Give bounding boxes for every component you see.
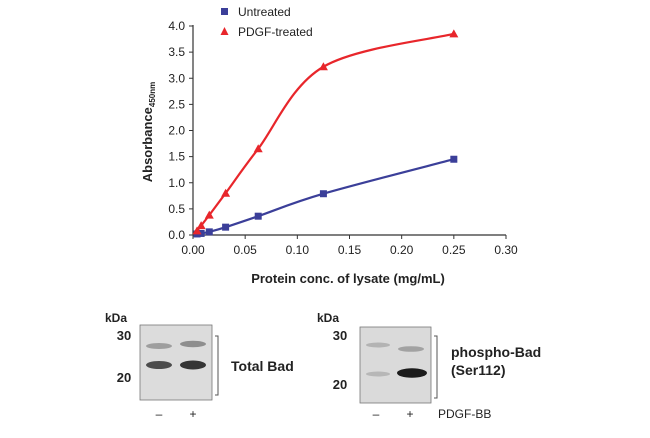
y-tick-label: 2.0 — [168, 124, 185, 138]
legend-entry-untreated: Untreated — [238, 5, 291, 19]
blot-label-total-bad: Total Bad — [231, 358, 294, 374]
series-markers — [192, 29, 459, 238]
y-tick-label: 4.0 — [168, 19, 185, 33]
y-tick-label: 1.5 — [168, 150, 185, 164]
y-tick-label: 0.5 — [168, 202, 185, 216]
band-lower-lane1-left — [146, 361, 172, 369]
x-tick-label: 0.05 — [233, 243, 257, 257]
data-point-square — [222, 223, 230, 231]
blot-panel-phospho-bad: kDa 30 20 phospho-Bad (Ser112) – + PDGF-… — [317, 311, 541, 421]
bracket-left — [215, 335, 219, 396]
blot-panel-total-bad: kDa 30 20 Total Bad – + — [105, 311, 294, 421]
band-upper-lane2-right — [398, 346, 424, 352]
band-upper-lane1-left — [146, 343, 172, 349]
y-axis-title-subscript: 450nm — [148, 82, 157, 107]
x-tick-label: 0.25 — [442, 243, 466, 257]
legend-entry-pdgf-treated: PDGF-treated — [238, 25, 313, 39]
data-point-square — [450, 155, 458, 163]
data-point-triangle — [221, 188, 231, 197]
kda-label-left: kDa — [105, 311, 127, 325]
blot-membrane-right — [359, 326, 432, 404]
band-lower-lane2-left — [180, 360, 206, 370]
x-tick-label: 0.30 — [494, 243, 518, 257]
data-point-square — [319, 190, 327, 198]
data-point-triangle — [449, 29, 459, 38]
y-tick-label: 1.0 — [168, 176, 185, 190]
series-curves — [196, 32, 455, 236]
band-upper-lane1-right — [366, 342, 390, 348]
data-point-square — [197, 229, 205, 237]
data-point-triangle — [318, 62, 328, 71]
lane-minus-right: – — [373, 407, 380, 421]
lane-plus-left: + — [189, 407, 196, 421]
blot-label-phospho-bad: phospho-Bad — [451, 344, 541, 360]
y-axis-title-main: Absorbance — [140, 107, 155, 182]
data-point-triangle — [196, 221, 206, 230]
series-line-2 — [196, 32, 455, 232]
data-point-square — [205, 228, 213, 236]
band-lower-lane2-right — [397, 368, 427, 378]
lane-minus-left: – — [156, 407, 163, 421]
data-point-triangle — [192, 226, 202, 235]
blot-label-ser112: (Ser112) — [451, 362, 505, 378]
marker-20-right: 20 — [333, 377, 347, 392]
legend-triangle-icon — [220, 27, 229, 35]
data-point-triangle — [253, 144, 263, 153]
data-point-triangle — [204, 210, 214, 219]
y-axis-title: Absorbance450nm — [140, 82, 157, 183]
x-tick-label: 0.00 — [181, 243, 205, 257]
legend-square-icon — [221, 8, 228, 15]
legend: Untreated PDGF-treated — [220, 5, 313, 39]
marker-20-left: 20 — [117, 370, 131, 385]
lane-plus-right: + — [406, 407, 413, 421]
band-lower-lane1-right — [366, 371, 390, 377]
band-upper-lane2-left — [180, 340, 206, 348]
marker-30-left: 30 — [117, 328, 131, 343]
x-tick-label: 0.20 — [390, 243, 414, 257]
bracket-right — [434, 335, 438, 399]
kda-label-right: kDa — [317, 311, 339, 325]
y-tick-label: 0.0 — [168, 228, 185, 242]
y-axis-ticks: 0.0 0.5 1.0 1.5 2.0 2.5 3.0 3.5 4.0 — [168, 19, 193, 242]
treatment-label: PDGF-BB — [438, 407, 491, 421]
line-chart: 0.0 0.5 1.0 1.5 2.0 2.5 3.0 3.5 4.0 0.00 0.05 0.10… — [140, 5, 518, 286]
data-point-square — [254, 212, 262, 220]
x-axis-title: Protein conc. of lysate (mg/mL) — [251, 271, 445, 286]
marker-30-right: 30 — [333, 328, 347, 343]
x-tick-label: 0.15 — [338, 243, 362, 257]
y-tick-label: 3.5 — [168, 45, 185, 59]
y-tick-label: 3.0 — [168, 71, 185, 85]
x-axis-ticks: 0.00 0.05 0.10 0.15 0.20 0.25 0.30 — [181, 235, 518, 257]
x-tick-label: 0.10 — [286, 243, 310, 257]
y-tick-label: 2.5 — [168, 97, 185, 111]
